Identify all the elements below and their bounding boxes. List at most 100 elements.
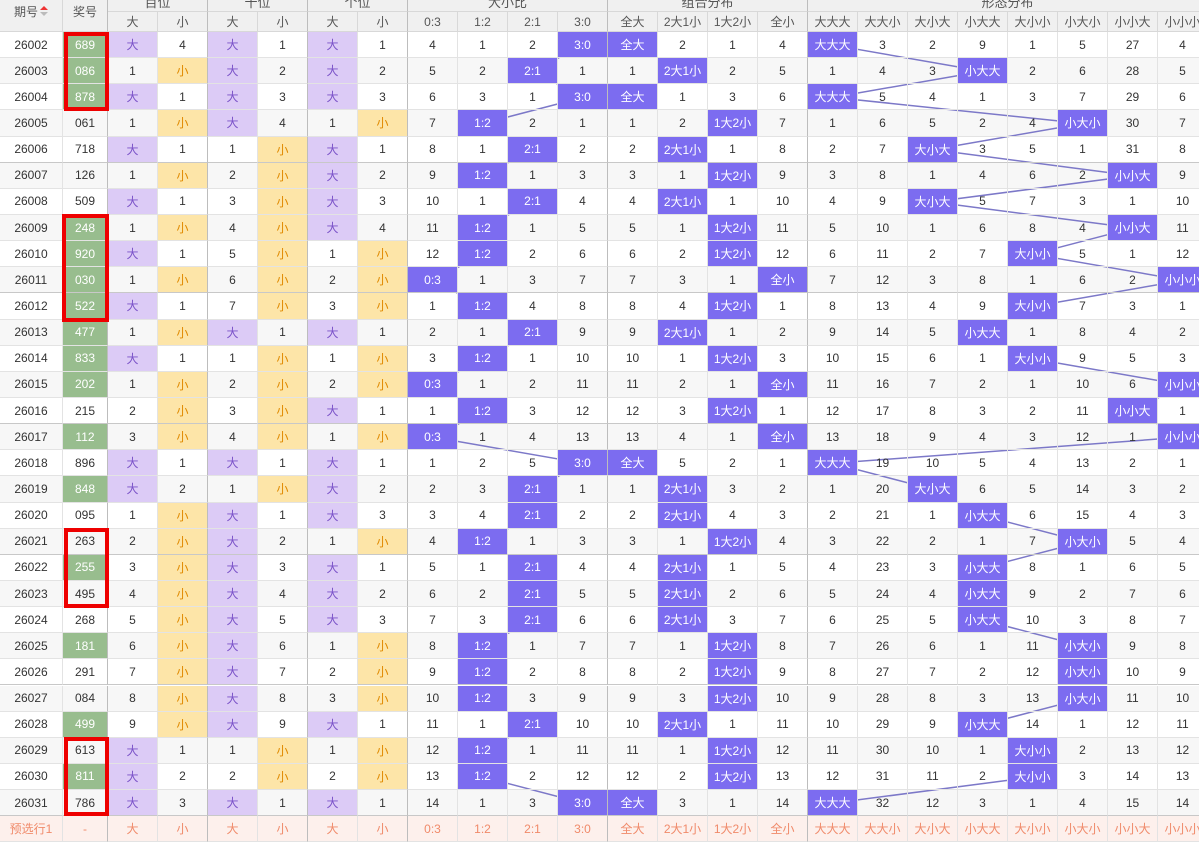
preselect-option[interactable]: 小 (258, 816, 308, 843)
preselect-option[interactable]: 全小 (758, 816, 808, 843)
highlight-cell: 小大大 (958, 607, 1008, 634)
miss-count: 10 (608, 345, 658, 372)
miss-count: 1 (1158, 293, 1199, 320)
miss-count: 1 (158, 241, 208, 268)
preselect-option[interactable]: 大 (108, 816, 158, 843)
highlight-cell: 大 (108, 345, 158, 372)
miss-count: 3 (808, 162, 858, 189)
preselect-option[interactable]: 大 (208, 816, 258, 843)
miss-count: 1 (708, 424, 758, 451)
preselect-option[interactable]: 2大1小 (658, 816, 708, 843)
highlight-cell: 2大1小 (658, 136, 708, 163)
miss-count: 6 (958, 214, 1008, 242)
miss-count: 7 (758, 607, 808, 634)
miss-count: 1 (158, 293, 208, 320)
miss-count: 4 (908, 84, 958, 111)
issue: 26008 (0, 188, 63, 215)
highlight-cell: 2大1小 (658, 580, 708, 608)
miss-count: 10 (908, 450, 958, 477)
issue: 26013 (0, 319, 63, 346)
issue-header[interactable]: 期号 (0, 0, 63, 32)
issue: 26014 (0, 345, 63, 372)
miss-count: 1 (158, 84, 208, 111)
miss-count: 1 (508, 214, 558, 242)
column-header: 大 (108, 12, 158, 32)
preselect-option[interactable]: 0:3 (408, 816, 458, 843)
miss-count: 14 (1158, 790, 1199, 817)
highlight-cell: 大 (208, 711, 258, 738)
highlight-cell: 2大1小 (658, 58, 708, 85)
miss-count: 6 (1058, 267, 1108, 294)
issue: 26028 (0, 711, 63, 738)
preselect-option[interactable]: 小小大 (1108, 816, 1158, 843)
preselect-option[interactable]: 大大大 (808, 816, 858, 843)
miss-count: 29 (1108, 84, 1158, 111)
highlight-cell: 小小大 (1108, 214, 1158, 242)
miss-count: 1 (658, 162, 708, 189)
miss-count: 11 (858, 241, 908, 268)
preselect-option[interactable]: 小 (158, 816, 208, 843)
miss-count: 3 (758, 502, 808, 529)
miss-count: 1 (758, 450, 808, 477)
preselect-option[interactable]: 大大小 (858, 816, 908, 843)
highlight-cell: 1:2 (458, 345, 508, 372)
preselect-option[interactable]: 小 (358, 816, 408, 843)
highlight-cell: 大小大 (908, 476, 958, 503)
issue: 26025 (0, 633, 63, 660)
preselect-option[interactable]: 小大大 (958, 816, 1008, 843)
miss-count: 1 (308, 528, 358, 555)
miss-count: 1 (1008, 267, 1058, 294)
miss-count: 1 (658, 214, 708, 242)
miss-count: 9 (858, 188, 908, 215)
preselect-option[interactable]: 大小小 (1008, 816, 1058, 843)
highlight-cell: 全大 (608, 790, 658, 817)
preselect-option[interactable]: 小大小 (1058, 816, 1108, 843)
prize-number: 291 (63, 659, 108, 686)
miss-count: 1 (508, 633, 558, 660)
column-header: 小小小 (1158, 12, 1199, 32)
row-background (0, 476, 1199, 503)
preselect-option[interactable]: 小小小 (1158, 816, 1199, 843)
highlight-cell: 2:1 (508, 136, 558, 163)
miss-count: 27 (1108, 32, 1158, 59)
miss-count: 2 (758, 319, 808, 346)
miss-count: 5 (558, 214, 608, 242)
miss-count: 12 (1158, 241, 1199, 268)
preselect-option[interactable]: 3:0 (558, 816, 608, 843)
preselect-option[interactable]: 1大2小 (708, 816, 758, 843)
highlight-cell: 小 (358, 659, 408, 686)
preselect-option[interactable]: 2:1 (508, 816, 558, 843)
preselect-option[interactable]: 全大 (608, 816, 658, 843)
miss-count: 2 (358, 476, 408, 503)
miss-count: 1 (658, 633, 708, 660)
highlight-cell: 1大2小 (708, 659, 758, 686)
preselect-option[interactable]: 大小大 (908, 816, 958, 843)
miss-count: 7 (758, 110, 808, 137)
preselect-option[interactable]: 大 (308, 816, 358, 843)
highlight-cell: 大 (308, 58, 358, 85)
highlight-cell: 大 (308, 214, 358, 242)
highlight-cell: 2:1 (508, 476, 558, 503)
highlight-cell: 大小小 (1008, 293, 1058, 320)
highlight-cell: 大小大 (908, 188, 958, 215)
miss-count: 4 (758, 32, 808, 59)
miss-count: 10 (758, 685, 808, 712)
miss-count: 2 (1158, 320, 1199, 346)
miss-count: 1 (808, 110, 858, 137)
highlight-cell: 大小小 (1008, 763, 1058, 791)
prize-number: 268 (63, 607, 108, 634)
highlight-cell: 大 (208, 502, 258, 529)
miss-count: 2 (458, 580, 508, 608)
miss-count: 6 (1008, 162, 1058, 189)
highlight-cell: 3:0 (558, 790, 608, 817)
issue: 26016 (0, 397, 63, 425)
preselect-option[interactable]: 1:2 (458, 816, 508, 843)
sort-arrow[interactable] (38, 5, 48, 19)
miss-count: 12 (408, 737, 458, 764)
miss-count: 1 (308, 241, 358, 268)
miss-count: 5 (908, 319, 958, 346)
miss-count: 4 (1058, 790, 1108, 817)
miss-count: 4 (1108, 319, 1158, 346)
prize-number: 477 (63, 319, 108, 346)
column-header: 大小大 (908, 12, 958, 32)
